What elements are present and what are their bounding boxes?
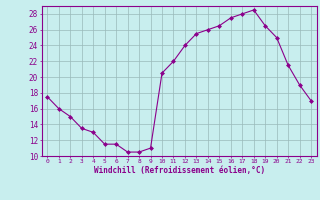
- X-axis label: Windchill (Refroidissement éolien,°C): Windchill (Refroidissement éolien,°C): [94, 166, 265, 175]
